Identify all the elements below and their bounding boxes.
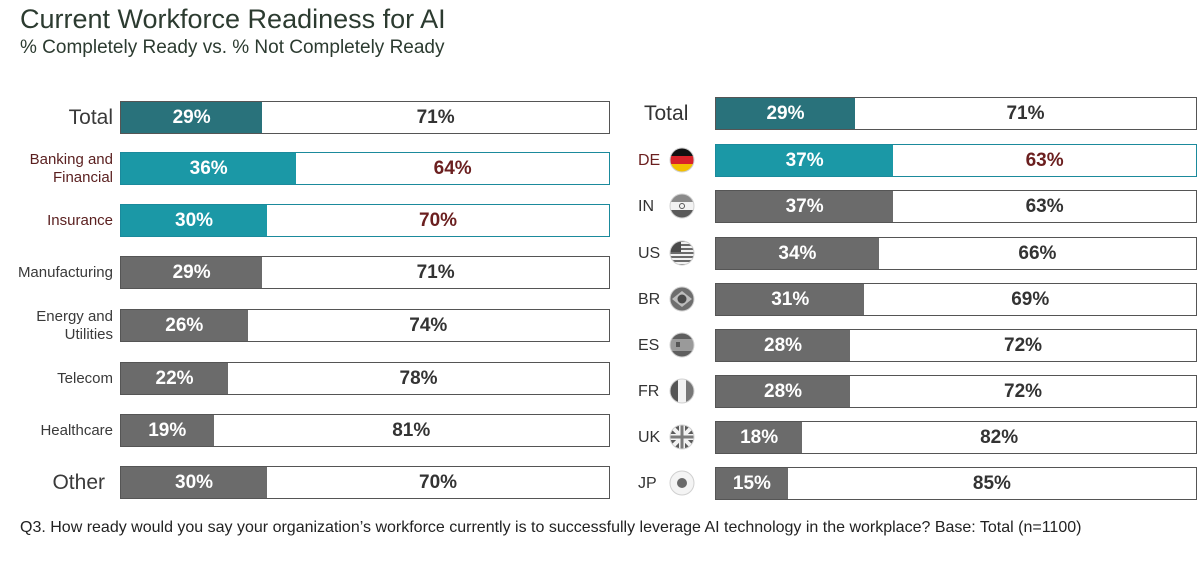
not-ready-segment: 78% (399, 367, 438, 389)
country-readiness-chart: Total 29% 71% DE 37% 63% IN 37% 63% US 34% 66% BR 31%… (620, 0, 1200, 510)
stacked-bar: 28% 72% (715, 329, 1197, 362)
category-label-6: Telecom (57, 369, 113, 387)
table-row: ES 28% 72% (620, 329, 1200, 362)
ready-segment: 31% (716, 284, 865, 315)
not-ready-segment: 70% (419, 471, 458, 493)
not-ready-segment: 72% (1004, 380, 1043, 402)
not-ready-segment: 63% (1025, 149, 1064, 171)
table-row: Energy and Utilities 26% 74% (0, 307, 615, 343)
japan-flag-icon (669, 470, 695, 496)
table-row: FR 28% 72% (620, 375, 1200, 408)
ready-segment: 15% (716, 468, 788, 499)
india-flag-icon (669, 193, 695, 219)
table-row: IN 37% 63% (620, 190, 1200, 223)
usa-flag-icon (669, 240, 695, 266)
category-label-3: Insurance (47, 211, 113, 229)
stacked-bar: 15% 85% (715, 467, 1197, 500)
country-code-8: UK (638, 428, 661, 446)
ready-segment: 37% (716, 145, 894, 176)
stacked-bar: 36% 64% (120, 152, 610, 185)
not-ready-segment: 74% (409, 314, 448, 336)
table-row: Insurance 30% 70% (0, 204, 615, 237)
ready-segment: 34% (716, 238, 879, 269)
country-code-9: JP (638, 474, 657, 492)
not-ready-segment: 70% (419, 209, 458, 231)
ready-segment: 18% (716, 422, 803, 453)
table-row: Total 29% 71% (620, 97, 1200, 130)
country-code-2: DE (638, 151, 661, 169)
ready-segment: 19% (121, 415, 214, 446)
not-ready-segment: 71% (416, 261, 455, 283)
table-row: UK 18% 82% (620, 421, 1200, 454)
stacked-bar: 29% 71% (715, 97, 1197, 130)
stacked-bar: 18% 82% (715, 421, 1197, 454)
ready-segment: 29% (121, 102, 263, 133)
table-row: Other 30% 70% (0, 466, 615, 499)
not-ready-segment: 81% (392, 419, 431, 441)
stacked-bar: 37% 63% (715, 190, 1197, 223)
brazil-flag-icon (669, 286, 695, 312)
table-row: JP 15% 85% (620, 467, 1200, 500)
table-row: BR 31% 69% (620, 283, 1200, 316)
stacked-bar: 28% 72% (715, 375, 1197, 408)
stacked-bar: 29% 71% (120, 101, 610, 134)
country-code-3: IN (638, 197, 654, 215)
ready-segment: 28% (716, 376, 851, 407)
table-row: Telecom 22% 78% (0, 362, 615, 395)
not-ready-segment: 82% (980, 426, 1019, 448)
category-label-7: Healthcare (40, 421, 113, 439)
survey-footnote: Q3. How ready would you say your organiz… (20, 519, 1082, 536)
table-row: Manufacturing 29% 71% (0, 256, 615, 289)
ready-segment: 26% (121, 310, 248, 341)
stacked-bar: 26% 74% (120, 309, 610, 342)
chart-title: Current Workforce Readiness for AI (20, 4, 446, 34)
not-ready-segment: 71% (416, 106, 455, 128)
not-ready-segment: 71% (1006, 102, 1045, 124)
spain-flag-icon (669, 332, 695, 358)
stacked-bar: 31% 69% (715, 283, 1197, 316)
ready-segment: 37% (716, 191, 894, 222)
not-ready-segment: 72% (1004, 334, 1043, 356)
table-row: Healthcare 19% 81% (0, 414, 615, 447)
germany-flag-icon (669, 147, 695, 173)
category-label-8: Other (52, 470, 105, 494)
industry-readiness-chart: Total 29% 71% Banking and Financial 36% 64% In… (0, 0, 615, 510)
chart-subtitle: % Completely Ready vs. % Not Completely … (20, 37, 445, 58)
ready-segment: 29% (716, 98, 855, 129)
stacked-bar: 29% 71% (120, 256, 610, 289)
ready-segment: 30% (121, 205, 268, 236)
country-code-1: Total (644, 101, 689, 125)
not-ready-segment: 63% (1025, 195, 1064, 217)
country-code-5: BR (638, 290, 661, 308)
stacked-bar: 34% 66% (715, 237, 1197, 270)
ready-segment: 28% (716, 330, 851, 361)
not-ready-segment: 66% (1018, 242, 1057, 264)
stacked-bar: 30% 70% (120, 466, 610, 499)
table-row: DE 37% 63% (620, 144, 1200, 177)
stacked-bar: 37% 63% (715, 144, 1197, 177)
country-code-4: US (638, 244, 661, 262)
not-ready-segment: 64% (433, 157, 472, 179)
not-ready-segment: 85% (972, 472, 1011, 494)
ready-segment: 36% (121, 153, 297, 184)
france-flag-icon (669, 378, 695, 404)
table-row: US 34% 66% (620, 237, 1200, 270)
category-label-1: Total (68, 105, 113, 129)
category-label-5: Energy and Utilities (36, 307, 113, 343)
category-label-4: Manufacturing (17, 263, 113, 281)
ready-segment: 22% (121, 363, 229, 394)
table-row: Total 29% 71% (0, 101, 615, 134)
country-code-7: FR (638, 382, 660, 400)
stacked-bar: 30% 70% (120, 204, 610, 237)
ready-segment: 30% (121, 467, 268, 498)
ready-segment: 29% (121, 257, 263, 288)
uk-flag-icon (669, 424, 695, 450)
stacked-bar: 19% 81% (120, 414, 610, 447)
stacked-bar: 22% 78% (120, 362, 610, 395)
category-label-2: Banking and Financial (29, 150, 113, 186)
not-ready-segment: 69% (1011, 288, 1050, 310)
country-code-6: ES (638, 336, 660, 354)
table-row: Banking and Financial 36% 64% (0, 150, 615, 186)
